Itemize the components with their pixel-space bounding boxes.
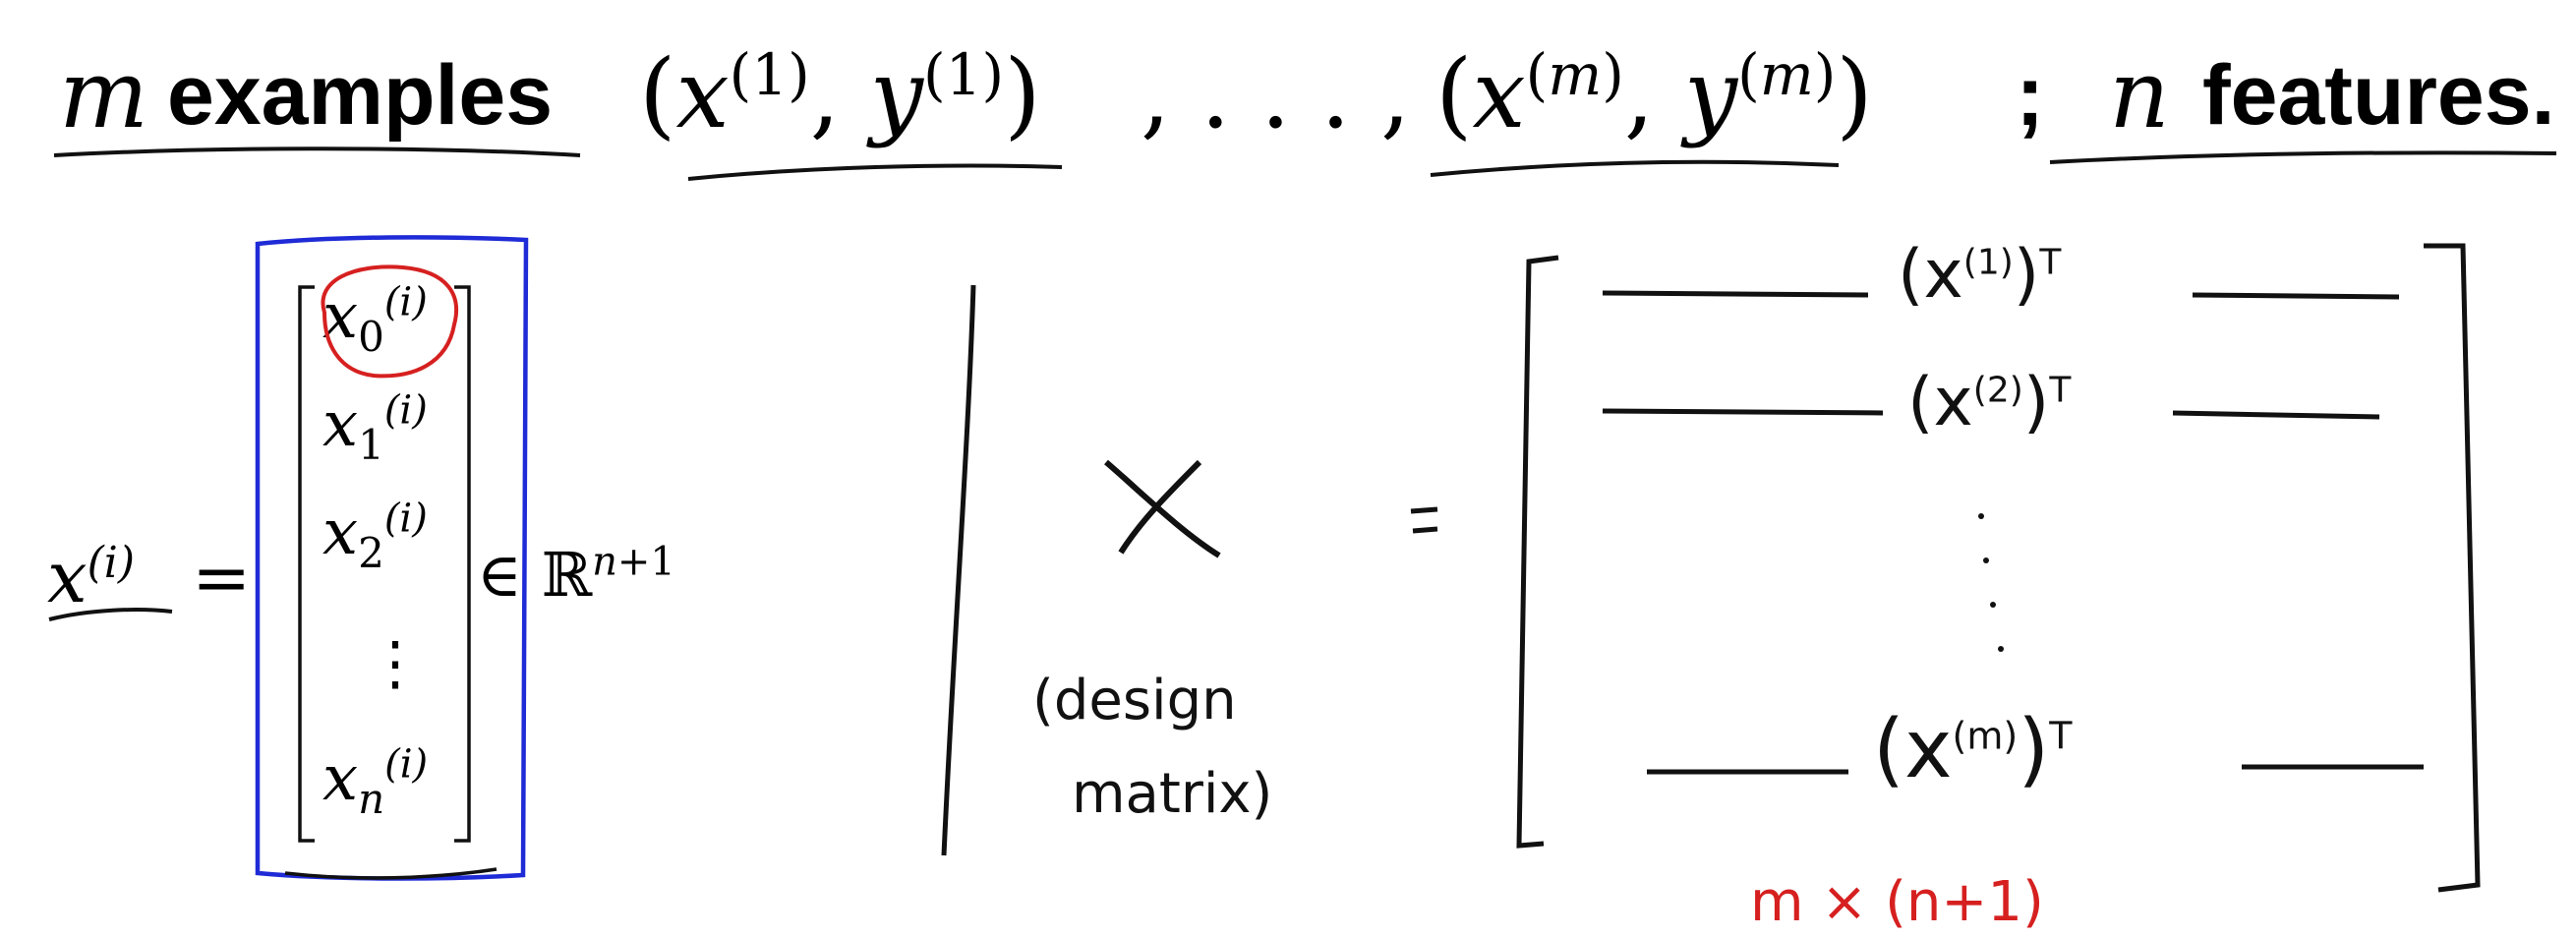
vector-entry-vdots: ⋮	[366, 629, 425, 698]
heading-n-variable: n	[2109, 39, 2170, 149]
matrix-dimension-note: m × (n+1)	[1750, 870, 2044, 934]
vector-entry-x2: x2(i)	[322, 496, 428, 577]
vector-equals: =	[192, 536, 252, 618]
design-matrix-note-line2: matrix)	[1072, 762, 1273, 826]
heading-ellipsis: , . . . ,	[1141, 39, 1411, 149]
matrix-row-m: (x(m))T	[1873, 703, 2073, 796]
vector-entry-xn: xn(i)	[322, 741, 429, 823]
matrix-row-1: (x(1))T	[1898, 236, 2062, 314]
vector-entry-x1: x1(i)	[322, 387, 428, 469]
design-matrix-note-line1: (design	[1032, 669, 1237, 733]
heading-pair-last: (x(m), y(m))	[1435, 39, 1873, 149]
heading-m-variable: m	[59, 39, 149, 149]
heading-pair-first: (x(1), y(1))	[639, 39, 1041, 149]
heading-features-word: features.	[2202, 48, 2555, 143]
matrix-row-2: (x(2))T	[1907, 364, 2072, 441]
heading-examples-word: examples	[167, 48, 554, 143]
vector-lhs: x(i)	[47, 536, 136, 618]
vector-membership: ∈ ℝn+1	[477, 539, 675, 611]
heading-semicolon: ;	[2016, 46, 2045, 144]
